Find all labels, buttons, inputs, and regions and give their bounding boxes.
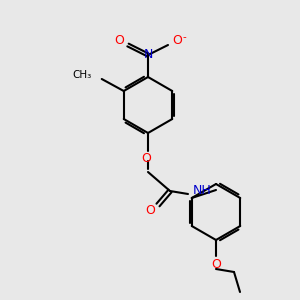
Text: O: O (141, 152, 151, 164)
Text: O: O (145, 205, 155, 218)
Text: O: O (172, 34, 182, 46)
Text: N: N (143, 49, 153, 62)
Text: O: O (211, 257, 221, 271)
Text: -: - (182, 32, 186, 42)
Text: O: O (114, 34, 124, 46)
Text: NH: NH (193, 184, 211, 197)
Text: CH₃: CH₃ (73, 70, 92, 80)
